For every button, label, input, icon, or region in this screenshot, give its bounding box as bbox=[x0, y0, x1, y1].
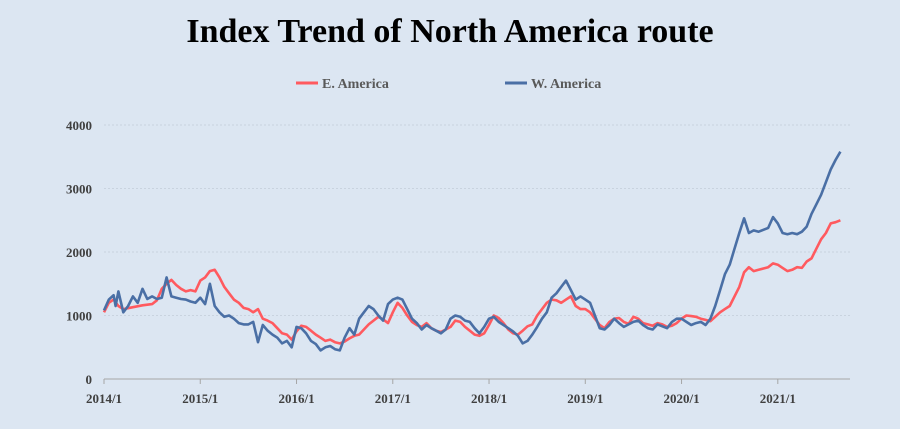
series-line-e-america bbox=[102, 219, 841, 345]
y-tick-label: 3000 bbox=[66, 182, 92, 197]
chart-title: Index Trend of North America route bbox=[186, 13, 713, 50]
x-tick-label: 2017/1 bbox=[375, 391, 411, 406]
series-line-w-america bbox=[102, 151, 842, 352]
x-tick-label: 2019/1 bbox=[567, 391, 603, 406]
legend-label-e-america: E. America bbox=[322, 77, 389, 92]
x-tick-label: 2016/1 bbox=[278, 391, 314, 406]
x-tick-label: 2018/1 bbox=[471, 391, 507, 406]
y-tick-label: 1000 bbox=[66, 309, 92, 324]
y-axis-ticks: 0 1000 2000 3000 4000 bbox=[66, 118, 92, 387]
x-tick-label: 2015/1 bbox=[182, 391, 218, 406]
series-lines bbox=[102, 151, 842, 352]
y-tick-label: 0 bbox=[86, 372, 93, 387]
y-tick-label: 2000 bbox=[66, 245, 92, 260]
x-axis-ticks: 2014/1 2015/1 2016/1 2017/1 2018/1 2019/1 2020… bbox=[86, 379, 796, 406]
legend: E. America W. America bbox=[296, 77, 601, 92]
x-tick-label: 2020/1 bbox=[663, 391, 699, 406]
x-tick-label: 2021/1 bbox=[760, 391, 796, 406]
x-tick-label: 2014/1 bbox=[86, 391, 122, 406]
legend-label-w-america: W. America bbox=[531, 77, 601, 92]
y-tick-label: 4000 bbox=[66, 118, 92, 133]
